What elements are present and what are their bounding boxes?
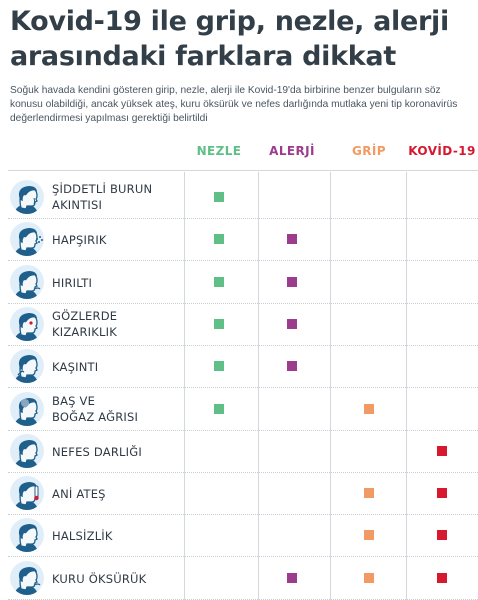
mark-alerji bbox=[287, 572, 297, 583]
mark-grip bbox=[364, 530, 374, 541]
symptom-label-line: KIZARIKLIK bbox=[52, 324, 117, 339]
row-divider bbox=[8, 218, 478, 219]
mark-kovid19 bbox=[437, 572, 447, 583]
symptom-row: ŞİDDETLİ BURUN AKINTISI bbox=[0, 176, 478, 219]
symptom-label-line: ANİ ATEŞ bbox=[52, 487, 106, 502]
symptom-label-line: BAŞ VE bbox=[52, 393, 96, 408]
mark-alerji bbox=[287, 234, 297, 245]
symptom-row: KAŞINTI bbox=[0, 345, 478, 389]
mark-alerji bbox=[287, 276, 297, 287]
symptom-label-line: NEFES DARLIĞI bbox=[52, 444, 142, 459]
column-divider bbox=[258, 172, 259, 600]
itch-icon bbox=[10, 349, 44, 384]
mark-nezle bbox=[214, 192, 224, 202]
row-divider bbox=[8, 302, 478, 304]
mark-kovid19 bbox=[437, 530, 447, 541]
mark-kovid19 bbox=[437, 488, 447, 499]
symptom-label: KURU ÖKSÜRÜK bbox=[52, 571, 146, 587]
symptom-label: HIRILTI bbox=[52, 275, 92, 291]
mark-grip bbox=[364, 403, 374, 414]
mark-nezle bbox=[214, 361, 224, 372]
sneeze-icon bbox=[10, 222, 44, 257]
symptom-row: ANİ ATEŞ bbox=[0, 472, 478, 516]
column-header-grip: GRİP bbox=[352, 144, 386, 158]
column-header-kovid19: KOVİD-19 bbox=[408, 144, 476, 158]
symptom-label-line: HALSİZLİK bbox=[52, 529, 113, 544]
symptom-row: HAPŞIRIK bbox=[0, 218, 478, 262]
symptom-label-line: KURU ÖKSÜRÜK bbox=[52, 571, 147, 586]
symptom-row: HIRILTI bbox=[0, 261, 478, 304]
symptom-label: BAŞ VE BOĞAZ AĞRISI bbox=[52, 393, 138, 425]
symptom-row: BAŞ VE BOĞAZ AĞRISI bbox=[0, 388, 478, 431]
red-eyes-icon bbox=[10, 306, 44, 341]
column-divider bbox=[184, 172, 185, 600]
column-divider bbox=[406, 172, 407, 600]
fatigue-icon bbox=[10, 518, 44, 553]
symptom-row: KURU ÖKSÜRÜK bbox=[0, 557, 478, 600]
mark-grip bbox=[364, 488, 374, 499]
mark-nezle bbox=[214, 403, 224, 414]
page-subtitle: Soğuk havada kendini gösteren girip, nez… bbox=[10, 85, 458, 124]
symptom-label: HALSİZLİK bbox=[52, 528, 113, 544]
column-divider bbox=[330, 172, 331, 600]
row-divider bbox=[8, 260, 478, 262]
header-divider bbox=[8, 170, 478, 171]
fever-icon bbox=[10, 476, 44, 511]
mark-nezle bbox=[214, 318, 224, 329]
mark-nezle bbox=[214, 234, 224, 245]
mark-alerji bbox=[287, 318, 297, 329]
mark-alerji bbox=[287, 361, 297, 372]
symptom-label-line: AKINTISI bbox=[52, 198, 103, 212]
row-divider bbox=[8, 344, 478, 346]
mark-nezle bbox=[214, 276, 224, 287]
runny-nose-icon bbox=[10, 180, 44, 214]
symptom-label: HAPŞIRIK bbox=[52, 232, 107, 248]
row-divider bbox=[8, 598, 478, 600]
symptom-row: HALSİZLİK bbox=[0, 514, 478, 558]
mark-kovid19 bbox=[437, 445, 447, 456]
symptom-label: GÖZLERDE KIZARIKLIK bbox=[52, 308, 117, 340]
symptom-label: NEFES DARLIĞI bbox=[52, 444, 142, 460]
column-header-nezle: NEZLE bbox=[196, 144, 242, 158]
wheeze-icon bbox=[10, 264, 44, 299]
symptom-label: ŞİDDETLİ BURUN AKINTISI bbox=[52, 181, 152, 213]
symptom-label: ANİ ATEŞ bbox=[52, 486, 106, 502]
page-title: Kovid-19 ile grip, nezle, alerji arasınd… bbox=[10, 6, 449, 72]
mark-grip bbox=[364, 572, 374, 583]
row-divider bbox=[8, 514, 478, 516]
row-divider bbox=[8, 471, 478, 473]
row-divider bbox=[8, 429, 478, 431]
symptom-label: KAŞINTI bbox=[52, 359, 98, 375]
symptom-row: GÖZLERDE KIZARIKLIK bbox=[0, 303, 478, 346]
dry-cough-icon bbox=[10, 560, 44, 595]
symptom-label-line: KAŞINTI bbox=[52, 360, 99, 375]
column-header-alerji: ALERJİ bbox=[269, 144, 315, 158]
symptom-label-line: ŞİDDETLİ BURUN bbox=[52, 182, 153, 196]
symptom-label-line: HIRILTI bbox=[52, 275, 93, 290]
row-divider bbox=[8, 387, 478, 389]
shortness-of-breath-icon bbox=[10, 433, 44, 468]
row-divider bbox=[8, 556, 478, 558]
symptom-label-line: HAPŞIRIK bbox=[52, 233, 107, 248]
symptom-row: NEFES DARLIĞI bbox=[0, 430, 478, 473]
symptom-label-line: BOĞAZ AĞRISI bbox=[52, 409, 139, 424]
headache-icon bbox=[10, 391, 44, 426]
symptom-label-line: GÖZLERDE bbox=[52, 308, 118, 323]
